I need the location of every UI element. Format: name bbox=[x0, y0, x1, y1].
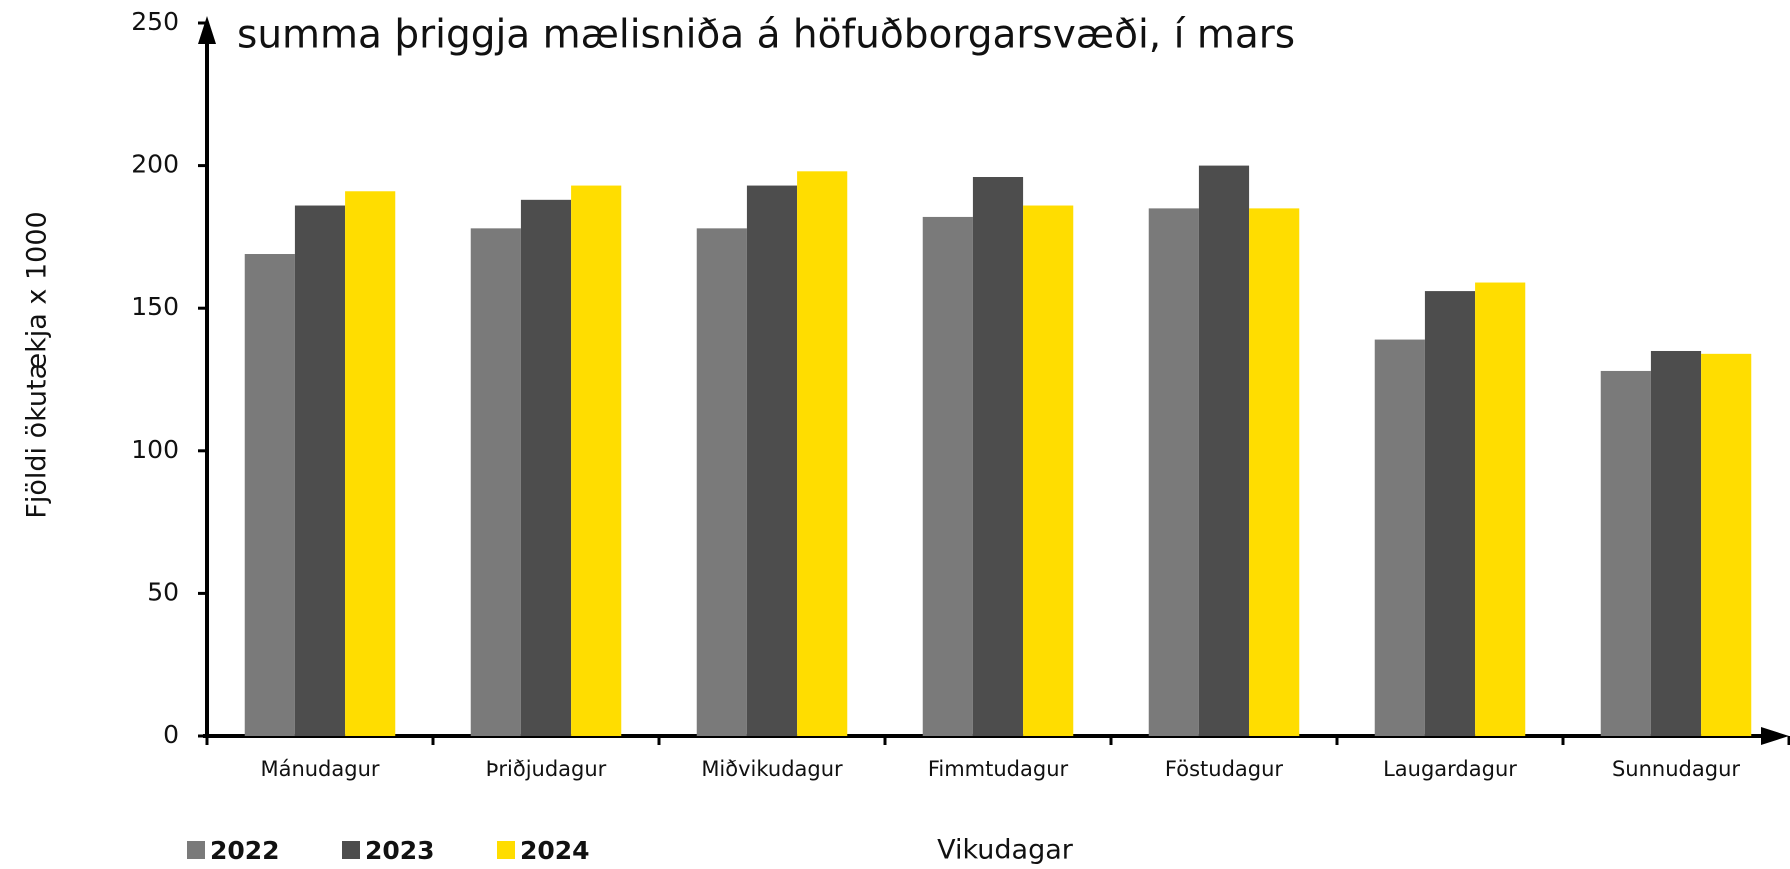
bar bbox=[1374, 339, 1425, 736]
bar bbox=[1249, 208, 1300, 736]
bar bbox=[520, 199, 572, 737]
y-tick-label: 150 bbox=[131, 292, 179, 321]
x-tick-label: Fimmtudagur bbox=[928, 757, 1069, 781]
x-axis-arrow bbox=[1761, 727, 1789, 745]
legend-swatch bbox=[187, 841, 205, 859]
x-tick-label: Miðvikudagur bbox=[701, 757, 843, 781]
bar bbox=[345, 191, 396, 736]
bar bbox=[294, 205, 346, 736]
bar bbox=[1198, 165, 1250, 737]
y-tick-label: 250 bbox=[131, 7, 179, 36]
bar bbox=[746, 185, 798, 737]
legend-swatch bbox=[342, 841, 360, 859]
x-tick-label: Þriðjudagur bbox=[486, 757, 607, 781]
bar bbox=[972, 177, 1024, 736]
x-axis-title: Vikudagar bbox=[937, 835, 1074, 866]
x-tick-label: Mánudagur bbox=[260, 757, 379, 781]
bar bbox=[1650, 350, 1702, 736]
bar bbox=[1701, 353, 1752, 736]
y-tick-label: 100 bbox=[131, 435, 179, 464]
bar bbox=[244, 254, 295, 736]
y-tick-label: 50 bbox=[147, 577, 179, 606]
y-tick-label: 0 bbox=[163, 720, 179, 749]
bar bbox=[1023, 205, 1074, 736]
legend-swatch bbox=[497, 841, 515, 859]
y-axis-arrow bbox=[198, 16, 216, 44]
bar bbox=[470, 228, 521, 736]
bar bbox=[571, 185, 622, 737]
chart-title: summa þriggja mælisniða á höfuðborgarsvæ… bbox=[237, 13, 1295, 58]
bar bbox=[696, 228, 747, 736]
x-tick-label: Laugardagur bbox=[1383, 757, 1517, 781]
bar bbox=[1475, 282, 1526, 736]
bar bbox=[1424, 291, 1476, 736]
bar bbox=[797, 171, 848, 736]
x-tick-label: Sunnudagur bbox=[1612, 757, 1740, 781]
y-axis-title: Fjöldi ökutækja x 1000 bbox=[22, 211, 53, 518]
y-tick-label: 200 bbox=[131, 150, 179, 179]
x-tick-label: Föstudagur bbox=[1165, 757, 1284, 781]
legend-label: 2024 bbox=[520, 836, 590, 865]
bar bbox=[1148, 208, 1199, 736]
legend-label: 2022 bbox=[210, 836, 280, 865]
bar bbox=[1600, 370, 1651, 736]
bar bbox=[922, 216, 973, 736]
legend-label: 2023 bbox=[365, 836, 435, 865]
